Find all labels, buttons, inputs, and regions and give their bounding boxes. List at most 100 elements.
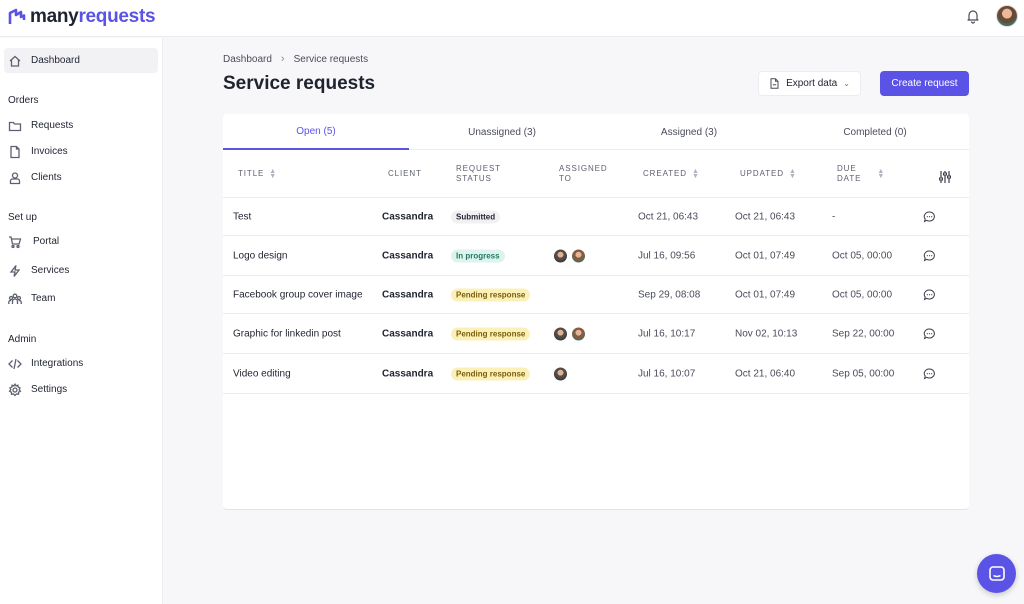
column-header-created[interactable]: Created ▲ ▼ (643, 168, 700, 180)
breadcrumb-current: Service requests (293, 53, 369, 65)
row-updated: Nov 02, 10:13 (735, 328, 798, 339)
sidebar-item-label: Services (31, 265, 70, 276)
requests-card: Open (5) Unassigned (3) Assigned (3) Com… (223, 114, 969, 510)
column-header-client: Client (388, 169, 422, 179)
chevron-right-icon: › (280, 53, 285, 65)
chat-support-button[interactable] (977, 554, 1016, 593)
row-client: Cassandra (382, 368, 434, 379)
sidebar-item-integrations[interactable]: Integrations (4, 351, 158, 376)
code-icon (8, 358, 22, 369)
folder-icon (8, 121, 22, 131)
sidebar: Dashboard Orders Requests Invoices Clien… (0, 38, 163, 604)
column-header-label-line1: Request (456, 164, 501, 173)
sort-icon: ▲ ▼ (691, 168, 700, 180)
sidebar-item-portal[interactable]: Portal (4, 229, 158, 254)
column-header-label: Updated (740, 169, 784, 178)
user-avatar[interactable] (996, 5, 1018, 27)
brand-logo[interactable]: manyrequests (8, 6, 156, 28)
row-created: Jul 16, 10:07 (638, 368, 696, 379)
column-header-label-line1: Due (837, 164, 857, 173)
home-icon (9, 55, 21, 67)
sidebar-item-clients[interactable]: Clients (4, 165, 158, 190)
brand-name-part2: requests (78, 6, 156, 27)
row-title[interactable]: Test (233, 211, 252, 223)
sidebar-section-admin: Admin (8, 334, 37, 345)
column-header-status: Request status (456, 164, 501, 184)
breadcrumb-dashboard[interactable]: Dashboard (223, 53, 272, 65)
assignee-avatar[interactable] (553, 248, 568, 263)
sidebar-item-label: Integrations (31, 358, 84, 369)
table-row[interactable]: Graphic for linkedin post Cassandra Pend… (223, 314, 969, 354)
table-row[interactable]: Facebook group cover image Cassandra Pen… (223, 276, 969, 314)
row-title[interactable]: Video editing (233, 368, 291, 379)
tab-open[interactable]: Open (5) (223, 114, 409, 150)
table-header: Title ▲ ▼ Client Request status Assigned … (223, 150, 969, 198)
sidebar-item-label: Settings (31, 384, 68, 395)
comment-icon[interactable] (923, 327, 936, 340)
assignee-avatar[interactable] (571, 326, 586, 341)
chat-icon (988, 565, 1005, 581)
column-header-label: Title (238, 169, 265, 178)
status-badge: In progress (451, 249, 505, 262)
sidebar-section-setup: Set up (8, 212, 37, 223)
column-header-assigned: Assigned to (559, 164, 608, 184)
comment-icon[interactable] (923, 288, 936, 301)
column-header-label: Created (643, 169, 687, 178)
document-icon (10, 145, 20, 158)
sidebar-item-label: Dashboard (31, 55, 80, 66)
tab-assigned[interactable]: Assigned (3) (660, 126, 718, 138)
row-title[interactable]: Facebook group cover image (233, 289, 363, 300)
sort-icon: ▲ ▼ (877, 168, 886, 180)
row-created: Jul 16, 09:56 (638, 250, 696, 261)
comment-icon[interactable] (923, 367, 936, 380)
assignee-avatar[interactable] (553, 326, 568, 341)
column-header-label-line2: date (837, 174, 862, 183)
sidebar-item-label: Clients (31, 172, 62, 183)
column-header-title[interactable]: Title ▲ ▼ (238, 168, 277, 180)
logo-icon (8, 8, 26, 24)
table-row[interactable]: Logo design Cassandra In progress Jul 16… (223, 236, 969, 276)
bolt-icon (9, 264, 21, 277)
row-created: Jul 16, 10:17 (638, 328, 696, 339)
assignee-avatar[interactable] (571, 248, 586, 263)
sidebar-item-team[interactable]: Team (4, 286, 158, 311)
row-created: Oct 21, 06:43 (638, 211, 699, 223)
top-bar: manyrequests (0, 0, 1024, 37)
row-due-date: Oct 05, 00:00 (832, 250, 893, 261)
column-header-label-line2: to (559, 174, 572, 183)
column-header-due-date[interactable]: Due date ▲ ▼ (837, 164, 885, 184)
sidebar-item-requests[interactable]: Requests (4, 113, 158, 138)
sidebar-section-orders: Orders (8, 95, 39, 106)
row-updated: Oct 01, 07:49 (735, 289, 796, 300)
tab-unassigned[interactable]: Unassigned (3) (468, 126, 536, 138)
comment-icon[interactable] (923, 211, 936, 224)
clients-icon (9, 171, 21, 184)
table-row[interactable]: Video editing Cassandra Pending response… (223, 354, 969, 394)
notification-bell-icon[interactable] (965, 8, 981, 24)
create-request-button[interactable]: Create request (880, 71, 969, 96)
export-data-button[interactable]: Export data ⌄ (758, 71, 861, 96)
column-settings-icon[interactable] (939, 170, 951, 184)
row-title[interactable]: Graphic for linkedin post (233, 328, 341, 339)
sidebar-item-services[interactable]: Services (4, 258, 158, 283)
row-updated: Oct 21, 06:40 (735, 368, 796, 379)
status-tabs: Open (5) Unassigned (3) Assigned (3) Com… (223, 114, 969, 150)
comment-icon[interactable] (923, 249, 936, 262)
tab-completed[interactable]: Completed (0) (843, 126, 907, 138)
row-created: Sep 29, 08:08 (638, 289, 701, 300)
row-updated: Oct 01, 07:49 (735, 250, 796, 261)
column-header-label-line1: Assigned (559, 164, 608, 173)
sidebar-item-dashboard[interactable]: Dashboard (4, 48, 158, 73)
team-icon (8, 293, 22, 304)
table-row[interactable]: Test Cassandra Submitted Oct 21, 06:43 O… (223, 199, 969, 236)
assignee-avatar[interactable] (553, 366, 568, 381)
row-title[interactable]: Logo design (233, 250, 288, 261)
row-due-date: - (832, 211, 836, 223)
sidebar-item-settings[interactable]: Settings (4, 377, 158, 402)
export-data-label: Export data (786, 78, 838, 89)
row-updated: Oct 21, 06:43 (735, 211, 796, 223)
column-header-label: Client (388, 169, 422, 178)
sort-icon: ▲ ▼ (788, 168, 797, 180)
column-header-updated[interactable]: Updated ▲ ▼ (740, 168, 797, 180)
sidebar-item-invoices[interactable]: Invoices (4, 139, 158, 164)
